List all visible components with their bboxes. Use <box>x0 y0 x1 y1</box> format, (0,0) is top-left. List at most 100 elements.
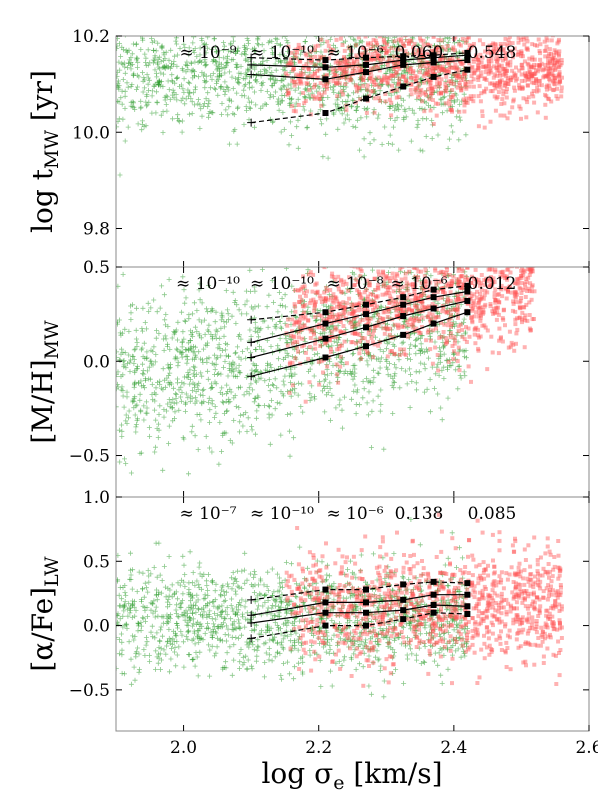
data-point <box>510 68 515 73</box>
data-point <box>520 66 525 71</box>
data-point <box>151 38 157 44</box>
data-point <box>305 81 310 86</box>
data-point <box>391 235 396 240</box>
data-point <box>424 66 429 71</box>
data-point <box>236 307 242 313</box>
data-point <box>182 101 188 107</box>
data-point <box>456 296 461 301</box>
data-point <box>454 245 459 250</box>
data-point <box>521 96 526 101</box>
data-point <box>426 328 431 333</box>
data-point <box>526 257 530 261</box>
data-point <box>372 110 377 115</box>
data-point <box>394 106 400 112</box>
data-point <box>394 95 399 100</box>
data-point <box>553 57 557 62</box>
data-point <box>364 58 369 63</box>
data-point <box>396 82 401 87</box>
data-point <box>339 75 344 80</box>
data-point <box>340 99 346 105</box>
data-point <box>271 383 276 389</box>
data-point <box>117 41 122 47</box>
data-point <box>365 278 370 283</box>
data-point <box>210 71 216 77</box>
data-point <box>189 99 195 105</box>
data-point <box>391 22 396 27</box>
data-point <box>413 87 419 93</box>
data-point <box>385 314 390 319</box>
data-point <box>405 52 410 56</box>
data-point <box>490 267 494 272</box>
data-point <box>390 73 395 78</box>
data-point <box>174 41 180 47</box>
data-point <box>202 59 208 65</box>
data-point <box>133 429 139 435</box>
data-point <box>382 124 388 130</box>
data-point <box>298 80 303 84</box>
data-point <box>490 309 495 314</box>
data-point <box>252 431 258 437</box>
data-point <box>405 38 410 43</box>
data-point <box>449 104 455 110</box>
data-point <box>116 59 122 65</box>
data-point <box>401 41 405 46</box>
data-point <box>364 114 370 120</box>
data-point <box>323 284 329 290</box>
data-point <box>197 102 203 108</box>
data-point <box>394 308 399 313</box>
data-point <box>396 147 402 153</box>
data-point <box>427 97 432 102</box>
data-point <box>470 227 474 231</box>
data-point <box>327 306 333 312</box>
data-point <box>443 341 448 346</box>
data-point <box>363 306 368 311</box>
data-point <box>183 62 189 68</box>
data-point <box>360 70 365 74</box>
data-point <box>439 67 444 72</box>
data-point <box>219 61 224 67</box>
data-point <box>543 66 548 71</box>
data-point <box>403 36 408 38</box>
data-point <box>386 309 391 314</box>
data-point <box>520 54 525 59</box>
data-point <box>223 347 229 353</box>
data-point <box>525 267 530 271</box>
data-point <box>530 65 535 70</box>
data-point <box>367 141 373 146</box>
data-point <box>504 296 509 301</box>
data-point <box>329 392 335 398</box>
data-point <box>341 313 346 318</box>
data-point <box>259 267 265 272</box>
data-point <box>179 129 185 135</box>
data-point <box>494 57 499 61</box>
data-point <box>295 85 301 91</box>
data-point <box>449 324 454 329</box>
data-point <box>498 85 503 90</box>
data-point <box>415 118 421 123</box>
data-point <box>387 300 392 305</box>
data-point <box>440 289 445 294</box>
data-point <box>154 99 160 105</box>
data-point <box>158 70 164 76</box>
data-point <box>201 386 207 392</box>
data-point <box>356 304 361 309</box>
data-point <box>439 295 444 300</box>
data-point <box>437 58 442 62</box>
data-point <box>456 267 461 270</box>
data-point <box>376 282 381 287</box>
data-point <box>483 302 488 307</box>
data-point <box>414 293 419 298</box>
data-point <box>490 89 495 94</box>
data-point <box>551 81 556 86</box>
data-point <box>173 38 179 44</box>
data-point <box>147 358 153 364</box>
data-point <box>497 47 502 52</box>
data-point <box>179 339 185 345</box>
data-point <box>141 85 147 91</box>
data-point <box>374 276 380 282</box>
data-point <box>292 80 297 84</box>
data-point <box>179 354 185 360</box>
data-point <box>342 48 347 53</box>
data-point <box>433 267 438 271</box>
data-point <box>523 285 528 290</box>
